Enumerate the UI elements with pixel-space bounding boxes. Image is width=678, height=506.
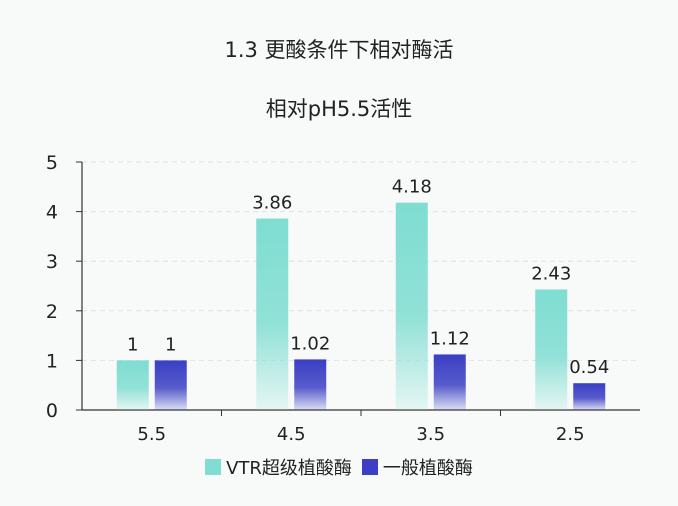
bar-general — [294, 359, 327, 410]
bar-vtr — [535, 289, 568, 410]
legend: VTR超级植酸酶 一般植酸酶 — [0, 454, 678, 480]
y-tick-label: 0 — [46, 400, 58, 422]
data-label: 4.18 — [392, 177, 432, 198]
bar-general — [154, 360, 187, 410]
y-tick-label: 5 — [46, 152, 58, 174]
legend-item-general: 一般植酸酶 — [361, 454, 473, 480]
data-label: 1.12 — [430, 328, 470, 349]
y-tick-label: 1 — [46, 350, 58, 372]
legend-item-vtr: VTR超级植酸酶 — [205, 454, 352, 480]
legend-swatch-general — [361, 459, 378, 475]
data-label: 0.54 — [569, 357, 609, 378]
x-tick-label: 2.5 — [556, 424, 585, 445]
data-label: 1 — [165, 334, 176, 355]
data-label: 1.02 — [290, 333, 330, 354]
bar-vtr — [116, 360, 149, 410]
x-tick-label: 3.5 — [416, 424, 445, 445]
x-tick-label: 4.5 — [277, 424, 306, 445]
bar-vtr — [256, 218, 289, 410]
y-tick-label: 2 — [46, 301, 58, 323]
y-tick-label: 3 — [46, 251, 58, 273]
chart-subtitle: 相对pH5.5活性 — [265, 97, 413, 121]
bar-vtr — [395, 202, 428, 410]
x-tick-label: 5.5 — [137, 424, 166, 445]
bar-general — [573, 383, 606, 410]
legend-swatch-vtr — [205, 459, 222, 475]
chart-title: 1.3 更酸条件下相对酶活 — [224, 38, 454, 62]
bar-general — [433, 354, 466, 410]
data-label: 2.43 — [531, 263, 571, 284]
legend-label-general: 一般植酸酶 — [382, 458, 473, 479]
y-tick-label: 4 — [46, 202, 58, 224]
data-label: 3.86 — [252, 193, 292, 214]
data-label: 1 — [127, 334, 138, 355]
legend-label-vtr: VTR超级植酸酶 — [226, 458, 352, 479]
